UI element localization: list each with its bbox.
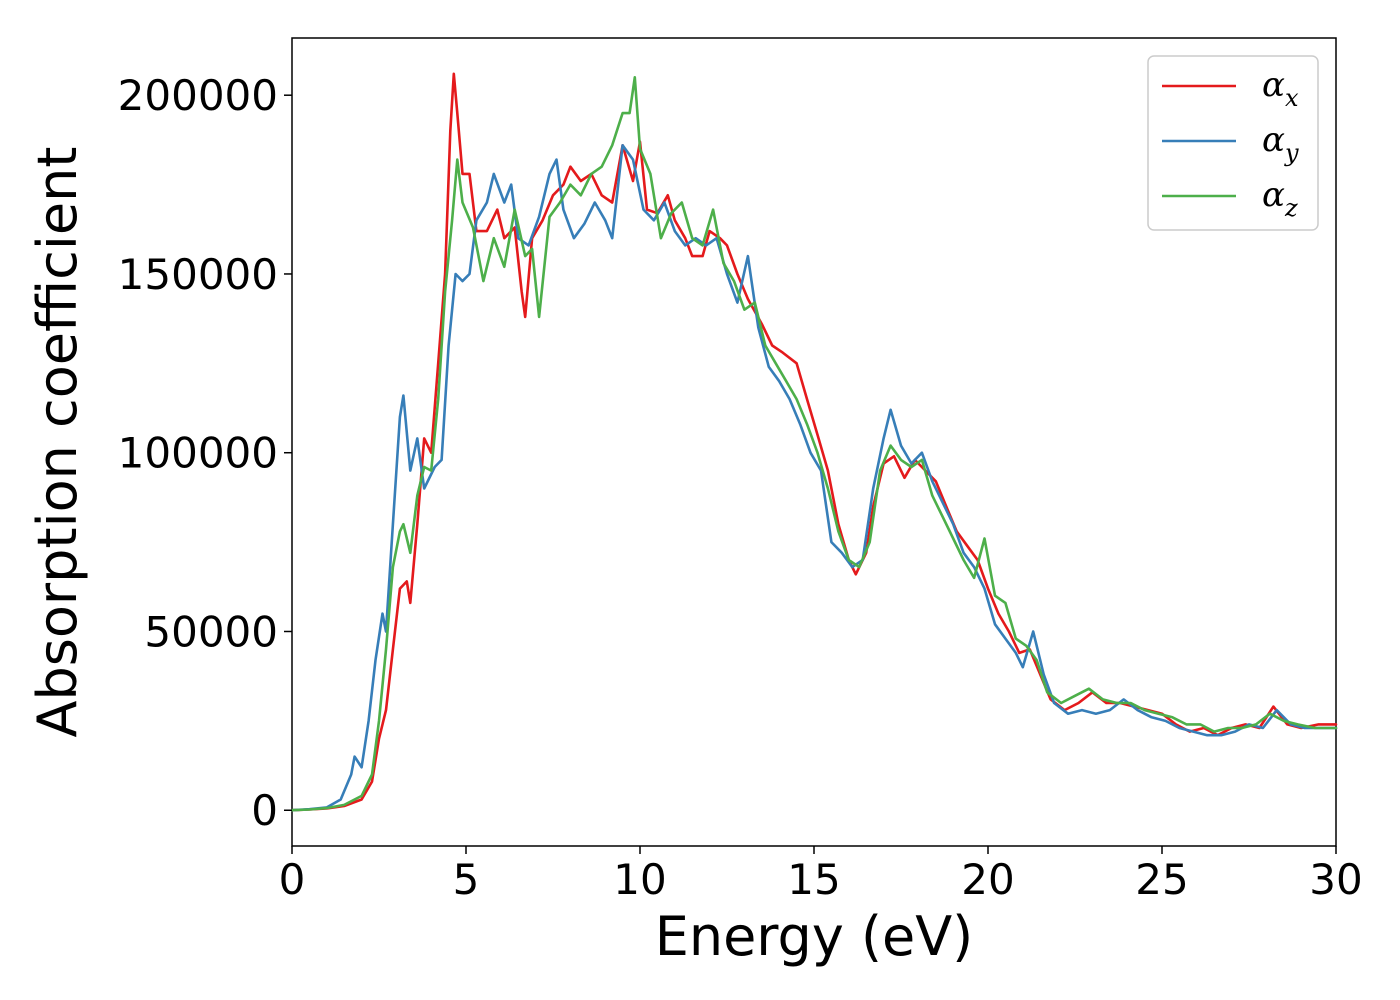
legend-label-y: αy: [1262, 120, 1299, 167]
x-tick-label: 30: [1309, 855, 1362, 904]
x-tick-label: 5: [453, 855, 480, 904]
series-layer: [290, 72, 1338, 812]
x-tick-label: 20: [961, 855, 1014, 904]
x-tick-label: 0: [279, 855, 306, 904]
series-line-z: [290, 76, 1338, 812]
x-tick-label: 15: [787, 855, 840, 904]
y-tick-label: 150000: [118, 250, 278, 299]
x-axis-label: Energy (eV): [655, 905, 974, 968]
y-tick-label: 200000: [118, 71, 278, 120]
y-tick-label: 0: [251, 786, 278, 835]
x-axis-ticks: 0 5 10 15 20 25 30: [279, 846, 1363, 904]
y-axis-label: Absorption coefficient: [26, 147, 89, 738]
x-tick-label: 25: [1135, 855, 1188, 904]
legend: αx αy αz: [1147, 55, 1319, 231]
legend-label-x: αx: [1262, 65, 1299, 112]
y-tick-label: 100000: [118, 429, 278, 478]
y-tick-label: 50000: [144, 607, 278, 656]
legend-box: [1147, 55, 1319, 231]
y-axis-ticks: 0 50000 100000 150000 200000: [118, 71, 292, 835]
x-tick-label: 10: [613, 855, 666, 904]
series-line-y: [290, 144, 1338, 812]
legend-label-z: αz: [1262, 175, 1298, 222]
